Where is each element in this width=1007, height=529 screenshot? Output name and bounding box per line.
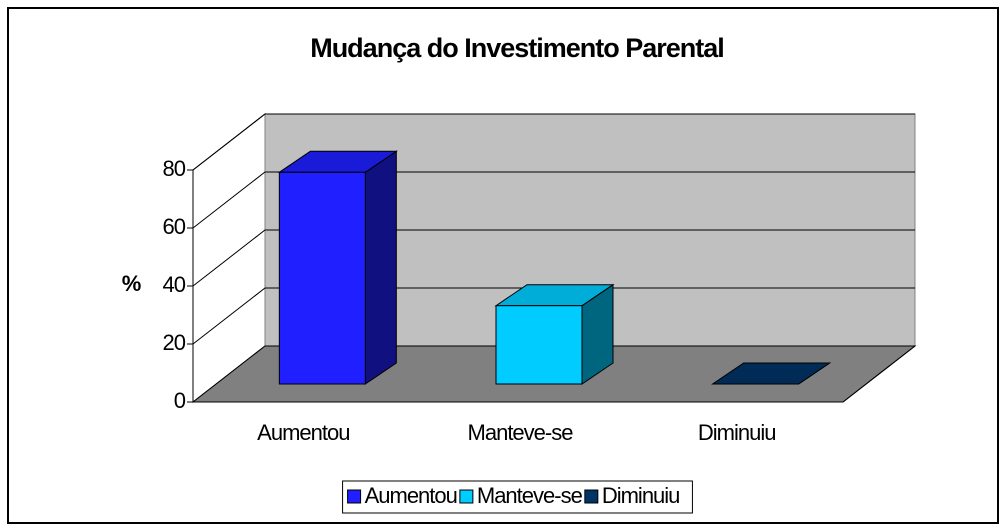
legend-swatch bbox=[459, 489, 474, 504]
legend-label: Diminuiu bbox=[602, 483, 680, 508]
x-tick-label: Manteve-se bbox=[468, 420, 574, 445]
bar-top bbox=[711, 362, 832, 385]
legend-swatch bbox=[347, 489, 362, 504]
grid-line bbox=[192, 171, 915, 229]
legend-box bbox=[342, 480, 693, 514]
bar bbox=[711, 362, 832, 385]
x-tick-label: Aumentou bbox=[257, 420, 349, 445]
y-tick-label: 20 bbox=[163, 330, 186, 355]
y-axis-label: % bbox=[122, 271, 141, 296]
bar bbox=[277, 150, 398, 385]
chart-title: Mudança do Investimento Parental bbox=[310, 33, 724, 63]
y-tick-label: 80 bbox=[163, 156, 186, 181]
legend: Aumentou Manteve-se Diminuiu bbox=[342, 480, 693, 514]
y-tick-label: 0 bbox=[174, 388, 186, 413]
y-tick-label: 60 bbox=[163, 214, 186, 239]
grid-line bbox=[192, 287, 915, 345]
bar-front bbox=[278, 171, 366, 385]
floor-edge bbox=[842, 345, 916, 403]
grid-line bbox=[192, 113, 915, 171]
legend-swatch bbox=[584, 489, 599, 504]
bar-side bbox=[364, 150, 397, 385]
legend-label: Aumentou bbox=[365, 483, 457, 508]
x-tick-label: Diminuiu bbox=[698, 420, 776, 445]
bar-front bbox=[495, 305, 583, 385]
bar bbox=[494, 283, 615, 385]
grid-line bbox=[192, 229, 915, 287]
legend-label: Manteve-se bbox=[477, 483, 583, 508]
y-tick-label: 40 bbox=[163, 272, 186, 297]
